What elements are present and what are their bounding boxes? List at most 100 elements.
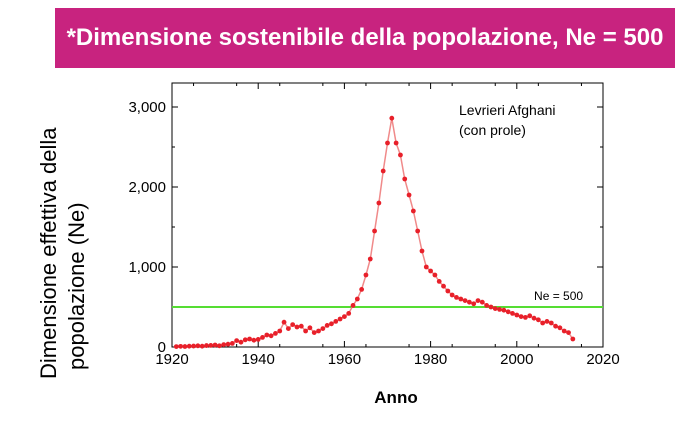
data-point (428, 268, 433, 274)
data-point (337, 316, 343, 322)
data-point (264, 332, 270, 338)
data-point (329, 321, 334, 327)
data-point (479, 299, 485, 305)
data-point (285, 326, 291, 331)
data-point (208, 343, 214, 348)
data-point (505, 309, 511, 315)
data-point (376, 200, 382, 206)
data-point (298, 323, 304, 329)
y-tick-label: 0 (158, 339, 166, 356)
title-banner: *Dimensione sostenibile della popolazion… (55, 8, 675, 68)
data-point (523, 315, 528, 320)
x-tick-label: 1940 (242, 351, 275, 368)
data-point (273, 331, 278, 336)
data-point (402, 176, 408, 182)
x-tick-label: 1980 (414, 351, 447, 368)
data-point (217, 343, 222, 349)
data-point (393, 140, 399, 146)
y-tick-label: 1,000 (128, 259, 166, 276)
axis-ticks (171, 83, 604, 348)
annotation-line2: (con prole) (459, 122, 526, 138)
y-axis-label-line2: popolazione (Ne) (64, 202, 89, 370)
data-point (423, 264, 429, 270)
data-point (260, 335, 265, 340)
data-point (346, 311, 352, 316)
data-point (238, 339, 244, 345)
data-point (445, 288, 451, 294)
data-point (527, 313, 533, 319)
x-tick-label: 1920 (155, 351, 188, 368)
data-point (548, 320, 554, 326)
data-point (191, 343, 196, 349)
data-point (441, 283, 446, 289)
data-point (182, 344, 188, 349)
data-point (316, 328, 321, 334)
data-point (410, 208, 416, 214)
data-point (566, 330, 571, 335)
data-point (385, 140, 390, 146)
data-point (540, 320, 546, 326)
data-point (406, 192, 412, 198)
data-point (234, 338, 240, 343)
y-axis-label-line1: Dimensione effettiva della (36, 127, 61, 379)
data-point (389, 115, 395, 121)
data-point (484, 303, 490, 308)
data-point (251, 337, 257, 343)
data-point (372, 228, 377, 234)
data-point (398, 152, 403, 158)
series-group (173, 115, 576, 349)
data-point (561, 328, 567, 334)
x-tick-label: 2020 (586, 351, 619, 368)
data-point (557, 325, 563, 331)
data-point (342, 314, 347, 319)
data-point (350, 303, 356, 308)
data-point (466, 299, 472, 305)
plot-frame-rect (171, 82, 604, 348)
data-point (268, 333, 274, 339)
data-point (488, 304, 494, 310)
data-point (510, 311, 515, 316)
data-point (570, 336, 576, 342)
data-point (173, 344, 179, 349)
data-point (311, 330, 317, 335)
data-point (247, 336, 252, 342)
data-point (324, 323, 330, 328)
data-point (514, 312, 520, 318)
data-point (380, 168, 386, 174)
data-point (501, 307, 507, 313)
banner-title: *Dimensione sostenibile della popolazion… (66, 24, 664, 51)
data-point (229, 341, 235, 346)
data-point (204, 343, 209, 348)
data-point (535, 317, 541, 323)
data-point (497, 307, 502, 312)
data-point (367, 256, 373, 262)
data-point (544, 319, 550, 324)
data-point (462, 298, 468, 303)
data-point (303, 328, 309, 334)
x-tick-label: 1960 (328, 351, 361, 368)
data-point (333, 319, 339, 324)
data-point (458, 296, 464, 302)
data-point (290, 322, 296, 327)
data-point (553, 323, 558, 329)
x-tick-label: 2000 (500, 351, 533, 368)
data-point (492, 306, 498, 311)
x-axis-label: Anno (374, 388, 417, 407)
data-point (475, 298, 481, 303)
data-point (195, 343, 201, 349)
data-point (294, 324, 300, 330)
data-point (359, 287, 365, 292)
data-point (178, 343, 184, 349)
data-point (436, 279, 442, 284)
data-point (221, 342, 227, 347)
annotation-line1: Levrieri Afghani (459, 102, 556, 118)
data-point (212, 342, 218, 348)
data-point (518, 314, 524, 319)
plot-frame (171, 82, 604, 348)
data-point (186, 343, 192, 349)
data-point (242, 337, 248, 343)
data-point (531, 315, 537, 321)
chart-text-group: 1920 1940 1960 1980 2000 2020 0 1,000 2,000 3,000… (128, 99, 619, 407)
data-point (415, 228, 421, 234)
y-tick-label: 2,000 (128, 179, 166, 196)
